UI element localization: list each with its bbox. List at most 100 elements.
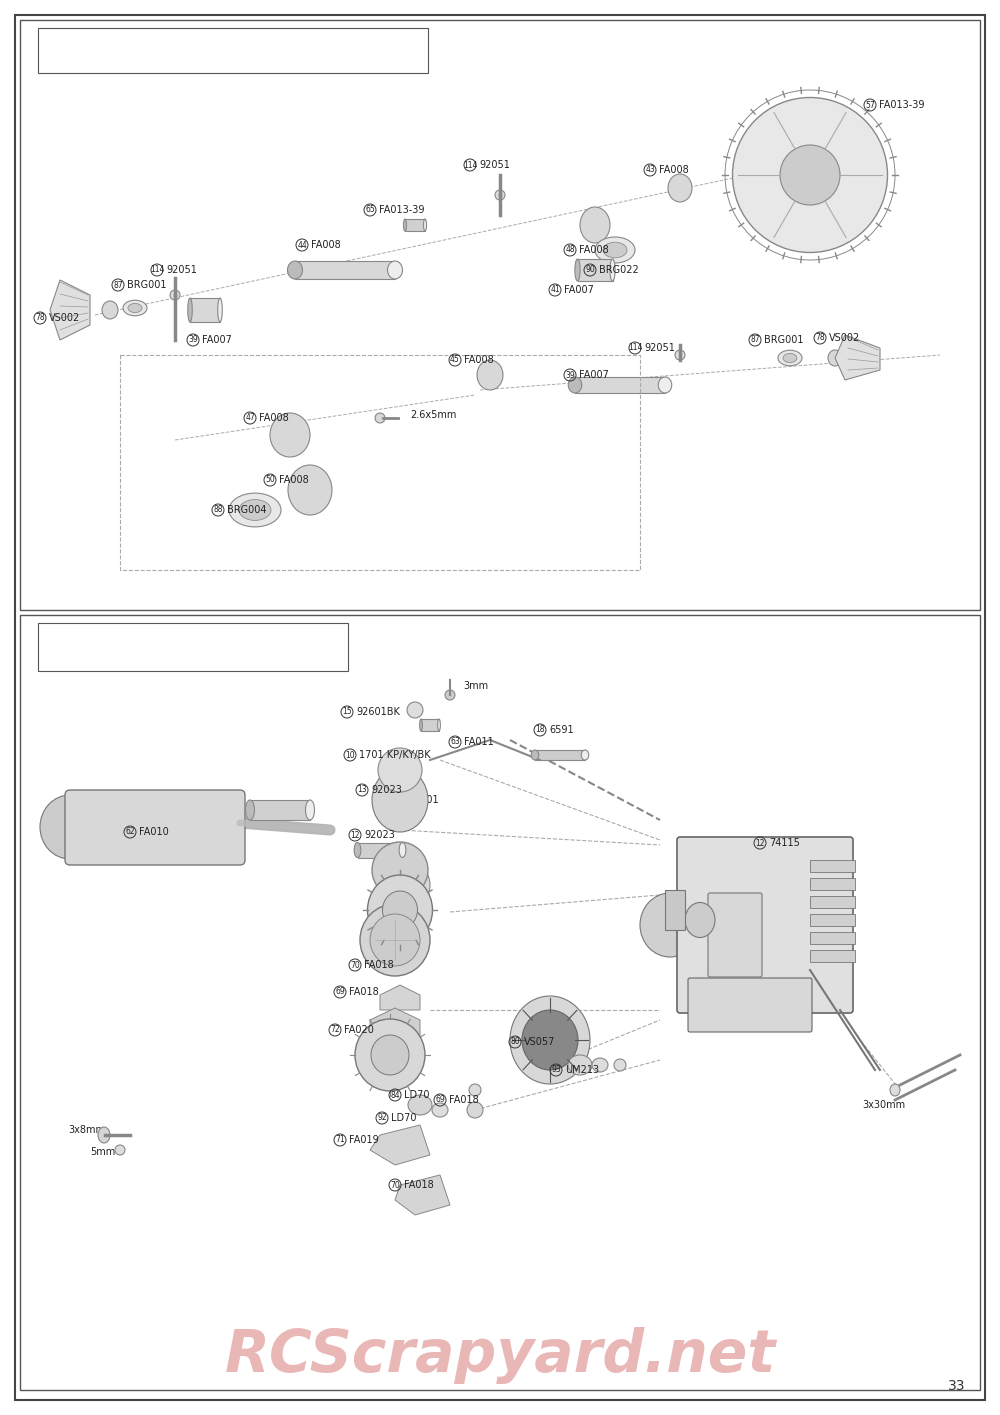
Text: 3mm: 3mm bbox=[463, 681, 488, 691]
Ellipse shape bbox=[685, 903, 715, 938]
Ellipse shape bbox=[614, 1058, 626, 1071]
Ellipse shape bbox=[595, 236, 635, 263]
Ellipse shape bbox=[603, 242, 627, 258]
Text: 6591: 6591 bbox=[549, 724, 574, 734]
Ellipse shape bbox=[424, 219, 426, 231]
Polygon shape bbox=[835, 335, 880, 381]
Ellipse shape bbox=[270, 413, 310, 457]
Bar bbox=[535, 750, 585, 760]
Text: FA008: FA008 bbox=[659, 166, 689, 175]
Text: BRG001: BRG001 bbox=[764, 335, 804, 345]
Ellipse shape bbox=[378, 749, 422, 792]
Text: 43: 43 bbox=[645, 166, 655, 174]
Text: LD70: LD70 bbox=[404, 1090, 430, 1099]
Text: 12: 12 bbox=[350, 831, 360, 839]
Ellipse shape bbox=[510, 996, 590, 1084]
Ellipse shape bbox=[445, 691, 455, 700]
Bar bbox=[38, 623, 348, 671]
FancyBboxPatch shape bbox=[65, 790, 245, 865]
Text: FA011: FA011 bbox=[464, 737, 494, 747]
Text: 92051: 92051 bbox=[644, 342, 675, 352]
Text: FA008: FA008 bbox=[279, 475, 309, 485]
Ellipse shape bbox=[575, 259, 580, 282]
Ellipse shape bbox=[40, 795, 100, 859]
Text: 92023: 92023 bbox=[371, 785, 402, 795]
Text: 5mm: 5mm bbox=[90, 1148, 115, 1157]
Text: 71: 71 bbox=[335, 1135, 345, 1145]
Text: Axe de différentiel central / Palier Central: Axe de différentiel central / Palier Cen… bbox=[45, 57, 290, 69]
Ellipse shape bbox=[102, 301, 118, 318]
Ellipse shape bbox=[380, 860, 430, 910]
Bar bbox=[295, 260, 395, 279]
Ellipse shape bbox=[98, 1126, 110, 1143]
Text: 92023: 92023 bbox=[364, 831, 395, 841]
Text: 84: 84 bbox=[390, 1091, 400, 1099]
Ellipse shape bbox=[581, 750, 589, 760]
Text: 88: 88 bbox=[213, 505, 223, 515]
Bar bbox=[578, 259, 612, 282]
Ellipse shape bbox=[399, 842, 406, 857]
Text: 114: 114 bbox=[628, 344, 642, 352]
Bar bbox=[120, 355, 640, 570]
Text: VS002: VS002 bbox=[829, 333, 860, 342]
Bar bbox=[38, 28, 428, 74]
Polygon shape bbox=[50, 280, 90, 340]
Ellipse shape bbox=[438, 719, 440, 732]
Text: BRG001: BRG001 bbox=[127, 280, 166, 290]
Bar bbox=[575, 376, 665, 393]
Text: FA018: FA018 bbox=[349, 988, 379, 998]
Ellipse shape bbox=[404, 219, 406, 231]
Ellipse shape bbox=[288, 260, 302, 279]
Ellipse shape bbox=[568, 1056, 592, 1075]
Text: 78: 78 bbox=[815, 334, 825, 342]
Ellipse shape bbox=[828, 350, 842, 366]
Ellipse shape bbox=[372, 842, 428, 899]
Bar bbox=[250, 799, 310, 821]
Bar bbox=[20, 616, 980, 1390]
Text: 15: 15 bbox=[342, 708, 352, 716]
Ellipse shape bbox=[640, 893, 700, 957]
Text: 80: 80 bbox=[510, 1037, 520, 1047]
Text: 3x30mm: 3x30mm bbox=[862, 1099, 905, 1109]
Text: 57: 57 bbox=[865, 100, 875, 109]
Text: 92601BK: 92601BK bbox=[356, 708, 400, 717]
Text: BRG022: BRG022 bbox=[599, 265, 639, 275]
Text: 78: 78 bbox=[35, 314, 45, 323]
Text: 69: 69 bbox=[435, 1095, 445, 1105]
FancyBboxPatch shape bbox=[688, 978, 812, 1032]
Bar bbox=[358, 842, 402, 857]
Text: 10: 10 bbox=[345, 750, 355, 760]
Text: 87: 87 bbox=[750, 335, 760, 344]
Ellipse shape bbox=[778, 350, 802, 366]
Ellipse shape bbox=[580, 207, 610, 243]
Ellipse shape bbox=[229, 492, 281, 526]
Text: VS002: VS002 bbox=[49, 313, 80, 323]
Bar bbox=[810, 877, 855, 890]
Text: 114: 114 bbox=[463, 160, 477, 170]
Text: 18: 18 bbox=[535, 726, 545, 734]
FancyBboxPatch shape bbox=[677, 838, 853, 1013]
Text: FA020: FA020 bbox=[344, 1024, 374, 1034]
Text: FA013-39: FA013-39 bbox=[879, 100, 924, 110]
Text: 92: 92 bbox=[377, 1114, 387, 1122]
Ellipse shape bbox=[531, 750, 539, 760]
Text: FA018: FA018 bbox=[449, 1095, 479, 1105]
Polygon shape bbox=[370, 1007, 420, 1039]
FancyBboxPatch shape bbox=[708, 893, 762, 976]
Ellipse shape bbox=[890, 1084, 900, 1097]
Polygon shape bbox=[380, 985, 420, 1010]
Text: 65: 65 bbox=[365, 205, 375, 215]
Text: 48: 48 bbox=[565, 245, 575, 255]
Ellipse shape bbox=[668, 174, 692, 202]
Text: 33: 33 bbox=[948, 1380, 965, 1392]
Text: 1701 KP/KY/BK: 1701 KP/KY/BK bbox=[359, 750, 431, 760]
Text: 50: 50 bbox=[265, 475, 275, 484]
Text: 70: 70 bbox=[350, 961, 360, 969]
Text: FA019: FA019 bbox=[349, 1135, 379, 1145]
Ellipse shape bbox=[370, 914, 420, 966]
Text: FA008: FA008 bbox=[464, 355, 494, 365]
Ellipse shape bbox=[375, 413, 385, 423]
Bar bbox=[421, 719, 439, 732]
Text: 92051: 92051 bbox=[479, 160, 510, 170]
Ellipse shape bbox=[188, 299, 192, 323]
